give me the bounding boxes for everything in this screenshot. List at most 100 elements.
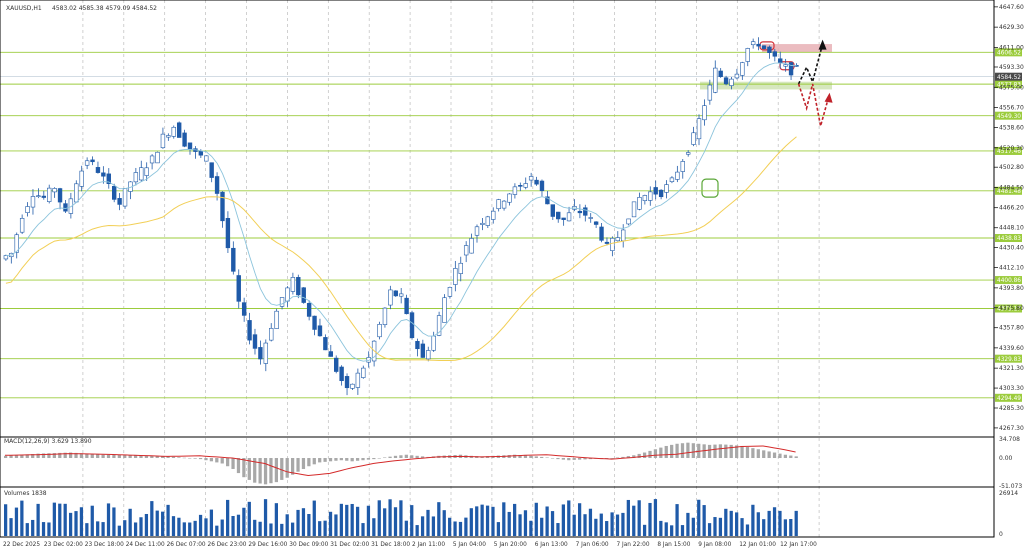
candle-body <box>3 255 9 260</box>
macd-histogram-bar <box>691 443 695 459</box>
candle-body <box>241 302 247 316</box>
macd-histogram-bar <box>63 452 67 459</box>
volume-bar <box>545 506 549 536</box>
volume-bar <box>323 520 327 536</box>
volume-bar <box>14 507 19 536</box>
ma-fast-line <box>5 62 797 362</box>
volume-bar <box>312 500 316 536</box>
candle-body <box>388 289 393 306</box>
price-tick-label: 4412.10 <box>999 265 1024 272</box>
macd-histogram-bar <box>20 454 24 459</box>
macd-histogram-bar <box>79 453 84 459</box>
candle-body <box>496 199 501 210</box>
volume-bar <box>680 525 685 536</box>
volume-bar <box>383 508 387 536</box>
volume-bar <box>193 520 197 536</box>
candle-body <box>377 324 382 338</box>
macd-histogram-bar <box>25 454 29 459</box>
volume-bar <box>437 502 441 536</box>
volume-bar <box>756 512 760 536</box>
level-label: 4577.83 <box>997 82 1021 88</box>
volume-bar <box>166 504 170 536</box>
price-tick-label: 4611.00 <box>999 44 1024 51</box>
candle-body <box>171 126 176 137</box>
volume-bar <box>675 504 679 536</box>
volume-bar <box>350 503 354 536</box>
volume-bar <box>198 514 203 536</box>
volume-bar <box>588 508 593 536</box>
volume-bar <box>707 523 712 536</box>
current-price-label: 4584.52 <box>997 75 1021 81</box>
candle-body <box>274 310 279 329</box>
volume-bar <box>621 512 625 536</box>
candle-body <box>588 217 593 219</box>
candle-body <box>52 188 57 193</box>
candle-body <box>750 41 756 46</box>
candle-body <box>702 105 707 121</box>
volume-bar <box>274 503 278 536</box>
macd-histogram-bar <box>263 458 268 485</box>
macd-histogram-bar <box>188 458 192 459</box>
time-tick-label: 29 Dec 16:00 <box>248 542 287 548</box>
price-tick-label: 4538.60 <box>999 125 1024 132</box>
bullish-arrow <box>797 43 824 85</box>
macd-histogram-bar <box>393 455 398 459</box>
volume-bar <box>724 508 728 536</box>
candle-body <box>631 201 637 218</box>
macd-histogram-bar <box>686 442 690 459</box>
candle-body <box>458 262 463 274</box>
time-tick-label: 2 Jan 11:00 <box>412 542 445 548</box>
macd-histogram-bar <box>328 458 333 462</box>
volume-bar <box>686 512 690 536</box>
price-tick-label: 4430.40 <box>999 244 1024 251</box>
time-tick-label: 26 Dec 23:00 <box>208 542 247 548</box>
volume-bar <box>491 506 495 536</box>
volume-bar <box>410 505 414 536</box>
candle-body <box>182 132 187 147</box>
volume-bar <box>626 499 630 536</box>
macd-histogram-bar <box>567 458 571 461</box>
candle-body <box>577 210 583 214</box>
volume-bar <box>85 523 89 536</box>
candle-body <box>84 160 90 166</box>
volume-bar <box>783 519 788 536</box>
time-tick-label: 31 Dec 18:00 <box>371 542 410 548</box>
volume-bar <box>377 500 381 536</box>
price-tick-label: 4321.30 <box>999 365 1024 372</box>
volume-bar <box>150 501 154 536</box>
macd-histogram-bar <box>648 450 652 459</box>
volume-tick-label: 0 <box>999 531 1003 538</box>
macd-histogram-bar <box>307 458 311 467</box>
macd-histogram-bar <box>545 457 549 459</box>
volume-bar <box>307 514 311 536</box>
macd-histogram-bar <box>415 455 419 459</box>
volume-bar <box>204 518 208 536</box>
volume-tick-label: 26914 <box>999 490 1018 497</box>
volume-bar <box>772 507 777 536</box>
candle-body <box>187 142 193 150</box>
candle-body <box>675 171 680 180</box>
candle-body <box>501 200 507 209</box>
volume-bar <box>188 522 192 536</box>
volume-bar <box>583 514 587 536</box>
candle-body <box>550 204 556 217</box>
volume-bar <box>762 519 766 536</box>
macd-histogram-bar <box>220 458 224 464</box>
time-tick-label: 7 Jan 22:00 <box>617 542 650 548</box>
macd-histogram-bar <box>166 456 170 459</box>
candle-body <box>685 152 691 155</box>
macd-histogram-bar <box>90 453 94 459</box>
candle-body <box>214 176 220 194</box>
volume-bar <box>139 517 143 536</box>
volume-bar <box>68 512 73 536</box>
price-tick-label: 4484.50 <box>999 184 1024 191</box>
macd-histogram-bar <box>204 458 208 461</box>
time-tick-label: 26 Dec 07:00 <box>167 542 206 548</box>
volume-bar <box>697 499 701 536</box>
macd-histogram-bar <box>355 458 360 461</box>
macd-histogram-bar <box>58 452 62 459</box>
candle-body <box>306 303 312 317</box>
macd-histogram-bar <box>756 449 760 459</box>
volume-bar <box>339 503 343 536</box>
volume-bar <box>106 503 111 536</box>
